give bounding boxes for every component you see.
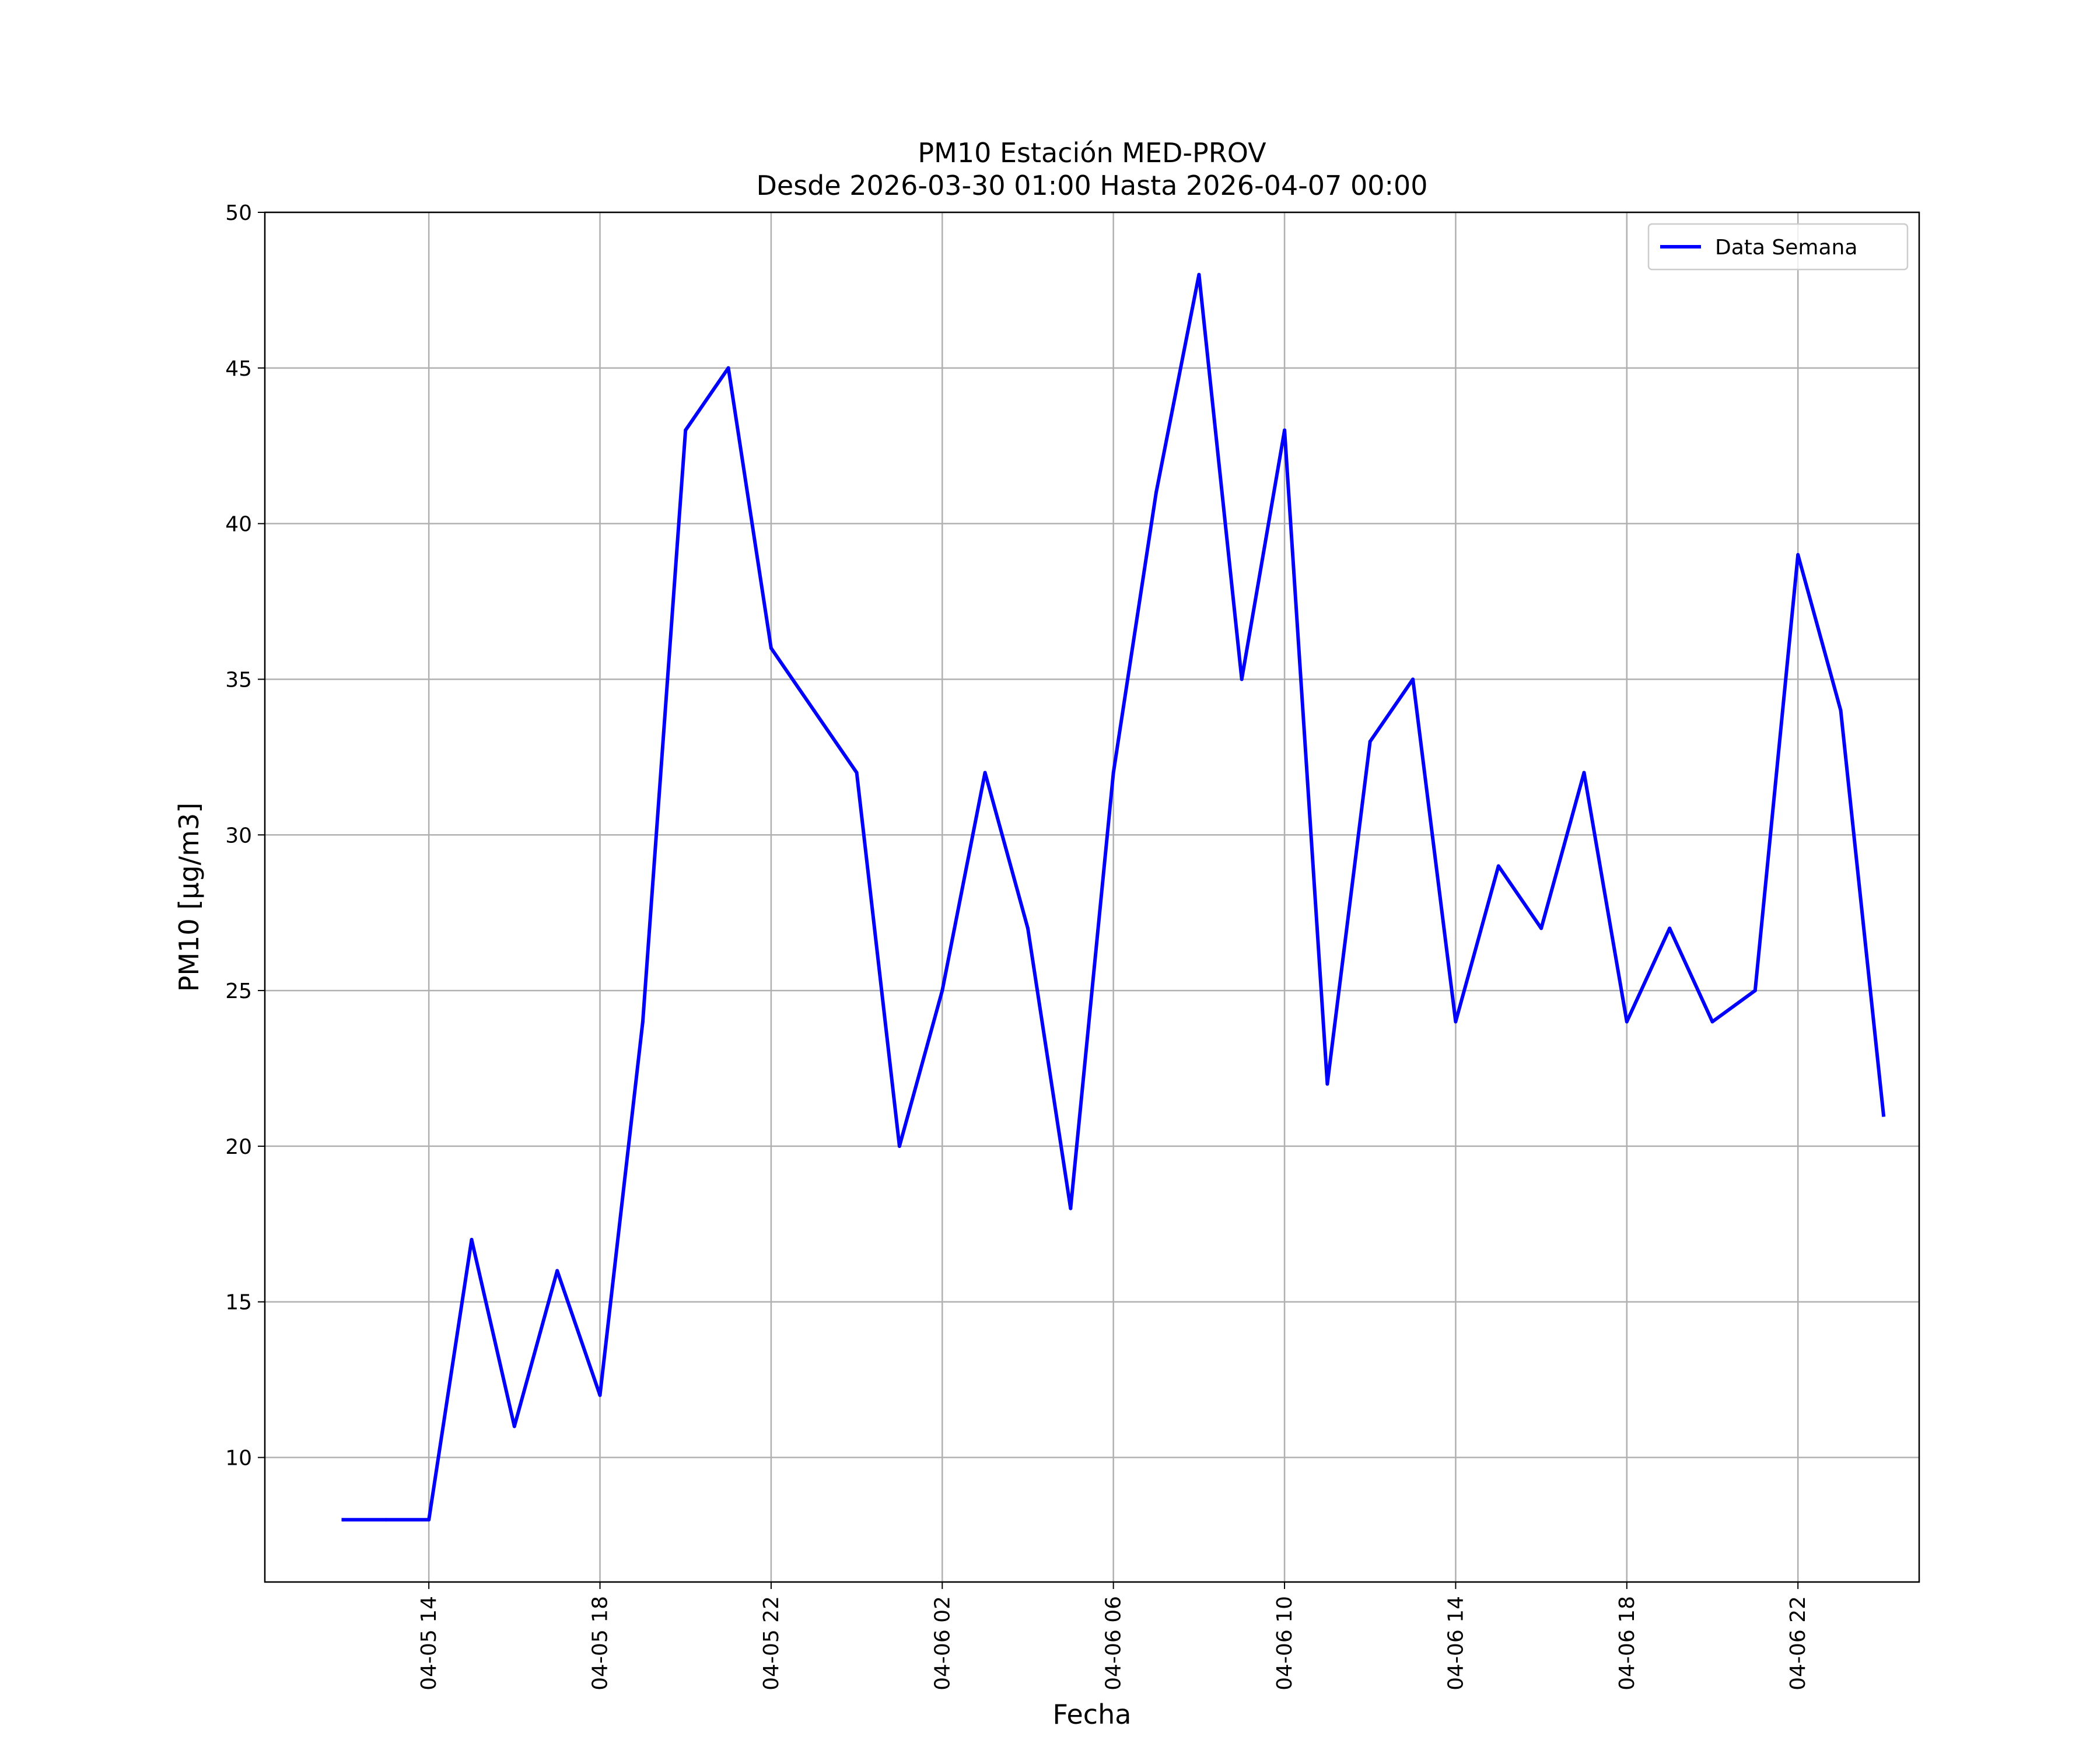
y-tick-label: 50 — [225, 201, 252, 225]
data-point — [1881, 1113, 1885, 1117]
legend-box — [1647, 223, 1909, 271]
data-point — [940, 989, 944, 993]
data-point — [598, 1393, 602, 1397]
data-point — [640, 1020, 645, 1024]
chart-title-line-2: Desde 2026-03-30 01:00 Hasta 2026-04-07 … — [756, 170, 1427, 201]
data-point — [1753, 989, 1757, 993]
data-point — [855, 771, 859, 775]
y-axis-label: PM10 [μg/m3] — [173, 803, 205, 992]
series-layer — [341, 272, 1886, 1522]
x-tick-label: 04-06 18 — [1615, 1596, 1639, 1690]
data-point — [555, 1269, 559, 1273]
y-tick-label: 10 — [225, 1447, 252, 1471]
y-tick-label: 30 — [225, 824, 252, 848]
data-point — [512, 1424, 516, 1429]
data-point — [1411, 677, 1415, 681]
data-point — [1496, 864, 1500, 868]
data-point — [1240, 677, 1244, 681]
data-point — [1197, 272, 1201, 276]
x-tick-label: 04-05 14 — [417, 1596, 441, 1690]
x-tick-label: 04-05 18 — [589, 1596, 612, 1690]
data-point — [341, 1518, 345, 1522]
data-point — [1539, 926, 1544, 930]
data-point — [1283, 428, 1287, 432]
plot-frame — [264, 211, 1920, 1583]
data-point — [1839, 708, 1843, 712]
data-point — [1796, 553, 1800, 556]
grid-lines — [265, 211, 1919, 1582]
data-point — [1454, 1020, 1458, 1024]
data-point — [684, 428, 688, 432]
data-point — [1668, 926, 1672, 930]
data-point — [983, 771, 987, 775]
legend-label-data-semana: Data Semana — [1715, 236, 1857, 260]
data-point — [1625, 1020, 1629, 1024]
axis-ticks: 04-05 14 04-05 18 04-05 22 04-06 02 04-06 06… — [225, 201, 1810, 1690]
x-tick-label: 04-06 10 — [1273, 1596, 1297, 1690]
data-point — [384, 1518, 388, 1522]
x-tick-label: 04-06 02 — [930, 1596, 954, 1690]
chart-title-line-1: PM10 Estación MED-PROV — [918, 137, 1266, 169]
data-point — [812, 708, 816, 712]
x-axis-label: Fecha — [1053, 1699, 1132, 1730]
data-point — [897, 1144, 901, 1148]
data-point — [1710, 1020, 1714, 1024]
data-point — [1325, 1082, 1329, 1086]
y-tick-label: 20 — [225, 1135, 252, 1159]
y-tick-label: 15 — [225, 1291, 252, 1315]
y-tick-label: 45 — [225, 357, 252, 381]
data-point — [427, 1518, 431, 1522]
data-point — [1582, 771, 1586, 775]
x-tick-label: 04-06 14 — [1444, 1596, 1468, 1690]
y-tick-label: 25 — [225, 979, 252, 1003]
x-tick-label: 04-05 22 — [760, 1596, 783, 1690]
y-tick-label: 40 — [225, 513, 252, 537]
data-point — [769, 646, 773, 650]
x-tick-label: 04-06 22 — [1786, 1596, 1810, 1690]
data-point — [1368, 740, 1372, 744]
x-tick-label: 04-06 06 — [1102, 1596, 1126, 1690]
data-point — [1069, 1206, 1073, 1210]
y-tick-label: 35 — [225, 668, 252, 692]
data-point — [470, 1238, 474, 1241]
legend: Data Semana — [1647, 223, 1909, 271]
data-point — [726, 366, 730, 370]
data-point — [1111, 771, 1115, 775]
data-point — [1026, 926, 1030, 930]
data-point — [1154, 491, 1158, 495]
